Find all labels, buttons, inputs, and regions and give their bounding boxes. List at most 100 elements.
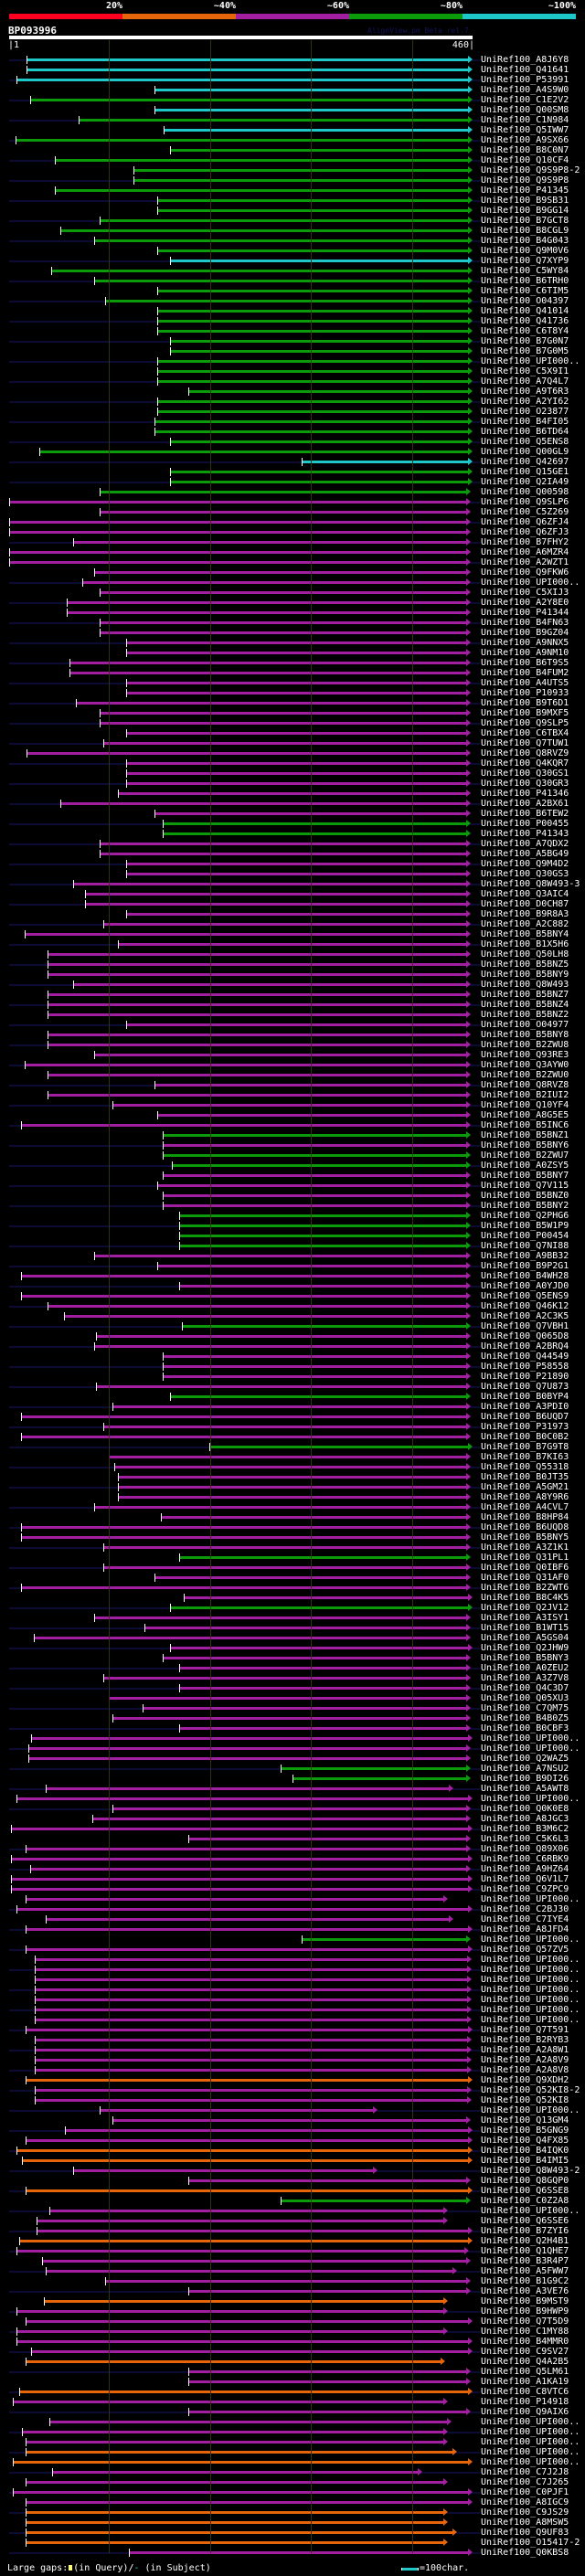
- alignment-row[interactable]: UniRef100_A5BG49: [0, 849, 585, 859]
- alignment-row[interactable]: UniRef100_B7G9T8: [0, 1442, 585, 1452]
- alignment-row[interactable]: UniRef100_Q9SLP5: [0, 718, 585, 728]
- hsp-bar[interactable]: [100, 591, 467, 594]
- hsp-bar[interactable]: [25, 2441, 445, 2443]
- alignment-row[interactable]: UniRef100_P41346: [0, 789, 585, 799]
- hit-label[interactable]: UniRef100_C9SV27: [481, 2347, 569, 2357]
- hsp-bar[interactable]: [171, 1164, 467, 1167]
- hsp-bar[interactable]: [34, 2089, 468, 2092]
- alignment-row[interactable]: UniRef100_Q3AYW0: [0, 1060, 585, 1070]
- hsp-bar[interactable]: [81, 581, 467, 584]
- hsp-bar[interactable]: [25, 2079, 469, 2082]
- hsp-bar[interactable]: [21, 1526, 467, 1529]
- alignment-row[interactable]: UniRef100_B1WT15: [0, 1623, 585, 1633]
- alignment-row[interactable]: UniRef100_B0BYP4: [0, 1392, 585, 1402]
- hit-label[interactable]: UniRef100_A3ISY1: [481, 1613, 569, 1623]
- hsp-bar[interactable]: [72, 2169, 375, 2172]
- hit-label[interactable]: UniRef100_UPI000..: [481, 2206, 580, 2216]
- hsp-bar[interactable]: [169, 471, 469, 473]
- hit-label[interactable]: UniRef100_Q41736: [481, 316, 569, 326]
- hsp-bar[interactable]: [25, 2521, 445, 2524]
- hsp-bar[interactable]: [60, 802, 467, 805]
- hsp-bar[interactable]: [126, 692, 467, 694]
- hsp-bar[interactable]: [34, 1978, 468, 1981]
- hsp-bar[interactable]: [45, 1918, 450, 1921]
- alignment-row[interactable]: UniRef100_B7G0N7: [0, 336, 585, 346]
- hit-label[interactable]: UniRef100_A9HZ64: [481, 1864, 569, 1874]
- hsp-bar[interactable]: [34, 2039, 468, 2041]
- hit-label[interactable]: UniRef100_B7FHY2: [481, 537, 569, 547]
- hsp-bar[interactable]: [178, 1556, 467, 1559]
- hit-label[interactable]: UniRef100_B7G0N7: [481, 336, 569, 346]
- hit-label[interactable]: UniRef100_A2A8V8: [481, 2065, 569, 2075]
- alignment-row[interactable]: UniRef100_Q4A2B5: [0, 2357, 585, 2367]
- hit-label[interactable]: UniRef100_UPI000..: [481, 1965, 580, 1975]
- alignment-row[interactable]: UniRef100_Q42697: [0, 457, 585, 467]
- hsp-bar[interactable]: [47, 963, 467, 966]
- alignment-row[interactable]: UniRef100_A0ZSY5: [0, 1161, 585, 1171]
- hit-label[interactable]: UniRef100_A3Z1K1: [481, 1542, 569, 1553]
- alignment-row[interactable]: UniRef100_A5AWT8: [0, 1784, 585, 1794]
- hsp-bar[interactable]: [126, 682, 467, 684]
- hit-label[interactable]: UniRef100_P41345: [481, 186, 569, 196]
- alignment-row[interactable]: UniRef100_Q57ZV5: [0, 1945, 585, 1955]
- hsp-bar[interactable]: [162, 1134, 467, 1137]
- hsp-bar[interactable]: [26, 69, 469, 71]
- alignment-row[interactable]: UniRef100_O15417-2: [0, 2538, 585, 2548]
- hsp-bar[interactable]: [16, 79, 469, 81]
- alignment-row[interactable]: UniRef100_B5BNZ2: [0, 1010, 585, 1020]
- hit-label[interactable]: UniRef100_Q6ZFJ3: [481, 527, 569, 537]
- hsp-bar[interactable]: [109, 1456, 467, 1458]
- alignment-row[interactable]: UniRef100_B5BNY9: [0, 970, 585, 980]
- hit-label[interactable]: UniRef100_B9P2G1: [481, 1261, 569, 1271]
- hit-label[interactable]: UniRef100_UPI000..: [481, 2457, 580, 2467]
- hit-label[interactable]: UniRef100_B9SB31: [481, 196, 569, 206]
- alignment-row[interactable]: UniRef100_UPI000..: [0, 1985, 585, 1995]
- hsp-bar[interactable]: [118, 1496, 467, 1499]
- hit-label[interactable]: UniRef100_A5AWT8: [481, 1784, 569, 1794]
- hit-label[interactable]: UniRef100_B6UQD8: [481, 1522, 569, 1532]
- hsp-bar[interactable]: [34, 1988, 468, 1991]
- alignment-row[interactable]: UniRef100_B9MXF5: [0, 708, 585, 718]
- hsp-bar[interactable]: [126, 762, 467, 765]
- hit-label[interactable]: UniRef100_UPI000..: [481, 356, 580, 366]
- alignment-row[interactable]: UniRef100_Q065D8: [0, 1331, 585, 1341]
- hit-label[interactable]: UniRef100_A9T6R3: [481, 387, 569, 397]
- alignment-row[interactable]: UniRef100_A8J6Y8: [0, 55, 585, 65]
- hit-label[interactable]: UniRef100_B9MST9: [481, 2296, 569, 2306]
- alignment-row[interactable]: UniRef100_P10933: [0, 688, 585, 698]
- hsp-bar[interactable]: [95, 1385, 467, 1388]
- alignment-row[interactable]: UniRef100_B2ZWU7: [0, 1150, 585, 1161]
- hsp-bar[interactable]: [157, 410, 469, 413]
- hsp-bar[interactable]: [16, 2250, 465, 2253]
- hit-label[interactable]: UniRef100_Q55318: [481, 1462, 569, 1472]
- alignment-row[interactable]: UniRef100_B9SB31: [0, 196, 585, 206]
- alignment-row[interactable]: UniRef100_UPI000..: [0, 1935, 585, 1945]
- hit-label[interactable]: UniRef100_A0ZSY5: [481, 1161, 569, 1171]
- hsp-bar[interactable]: [169, 340, 469, 343]
- alignment-row[interactable]: UniRef100_B9MST9: [0, 2296, 585, 2306]
- alignment-row[interactable]: UniRef100_C7J265: [0, 2477, 585, 2487]
- hsp-bar[interactable]: [154, 430, 469, 433]
- alignment-row[interactable]: UniRef100_C9JS29: [0, 2507, 585, 2518]
- hit-label[interactable]: UniRef100_Q9S9P8: [481, 175, 569, 186]
- hit-label[interactable]: UniRef100_Q44549: [481, 1352, 569, 1362]
- alignment-row[interactable]: UniRef100_B9GZ04: [0, 628, 585, 638]
- hsp-bar[interactable]: [178, 1235, 467, 1237]
- hsp-bar[interactable]: [31, 2350, 469, 2353]
- hsp-bar[interactable]: [25, 1948, 469, 1951]
- alignment-row[interactable]: UniRef100_P41343: [0, 829, 585, 839]
- alignment-row[interactable]: UniRef100_Q05XU3: [0, 1693, 585, 1703]
- hsp-bar[interactable]: [27, 1757, 467, 1760]
- alignment-row[interactable]: UniRef100_B6T9S5: [0, 658, 585, 668]
- alignment-row[interactable]: UniRef100_B4MMR0: [0, 2337, 585, 2347]
- hsp-bar[interactable]: [84, 893, 467, 896]
- alignment-row[interactable]: UniRef100_B8HP84: [0, 1512, 585, 1522]
- alignment-row[interactable]: UniRef100_UPI000..: [0, 2005, 585, 2015]
- alignment-row[interactable]: UniRef100_B5W1P9: [0, 1221, 585, 1231]
- alignment-row[interactable]: UniRef100_B2ZWU8: [0, 1040, 585, 1050]
- hsp-bar[interactable]: [69, 672, 467, 674]
- alignment-row[interactable]: UniRef100_C6RBK9: [0, 1854, 585, 1864]
- alignment-row[interactable]: UniRef100_Q5ENS8: [0, 437, 585, 447]
- hsp-bar[interactable]: [154, 89, 469, 91]
- hit-label[interactable]: UniRef100_A2BX61: [481, 799, 569, 809]
